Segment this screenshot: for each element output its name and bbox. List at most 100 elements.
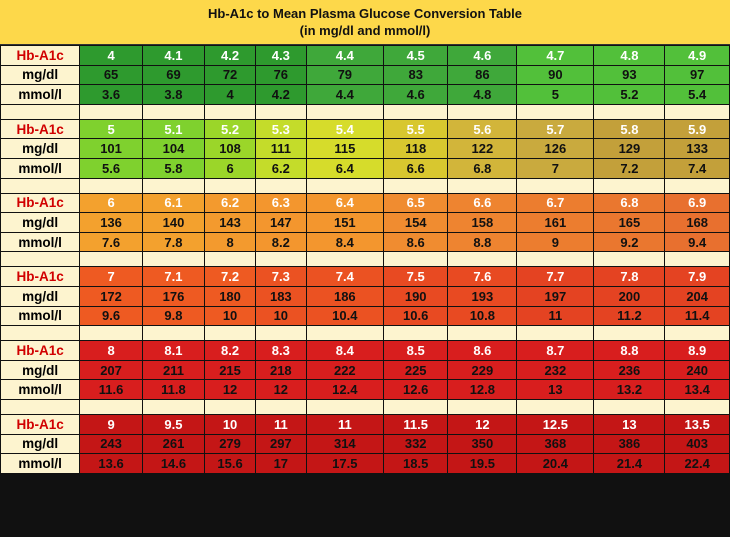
block-separator	[1, 399, 729, 414]
separator-cell	[594, 104, 665, 119]
row-label: mg/dl	[1, 360, 80, 380]
value-cell: 229	[448, 360, 517, 380]
value-cell: 8.7	[517, 341, 594, 360]
value-cell: 7.2	[205, 267, 255, 286]
mmol-row: mmol/l 11.6 11.8 12 12 12.4 12.6 12.8 13 13.2 13.4	[1, 380, 729, 399]
value-cell: 6.5	[383, 193, 448, 213]
value-cell: 111	[255, 139, 306, 158]
value-cell: 17	[255, 454, 306, 473]
separator-cell	[1, 178, 80, 193]
value-cell: 6.9	[665, 193, 729, 213]
value-cell: 7	[80, 267, 142, 286]
separator-cell	[383, 326, 448, 341]
mmol-row: mmol/l 3.6 3.8 4 4.2 4.4 4.6 4.8 5 5.2 5.4	[1, 85, 729, 104]
value-cell: 86	[448, 65, 517, 85]
value-cell: 13.2	[594, 380, 665, 399]
mg-dl-row: mg/dl 136 140 143 147 151 154 158 161 165 168	[1, 213, 729, 232]
value-cell: 5.4	[306, 119, 383, 139]
row-label: mmol/l	[1, 306, 80, 326]
value-cell: 180	[205, 286, 255, 306]
value-cell: 8.1	[142, 341, 205, 360]
value-cell: 200	[594, 286, 665, 306]
value-cell: 79	[306, 65, 383, 85]
value-cell: 222	[306, 360, 383, 380]
title-line-1: Hb-A1c to Mean Plasma Glucose Conversion…	[207, 6, 522, 21]
value-cell: 158	[448, 213, 517, 232]
value-cell: 4.7	[517, 46, 594, 65]
hba1c-row: Hb-A1c 5 5.1 5.2 5.3 5.4 5.5 5.6 5.7 5.8 5.9	[1, 119, 729, 139]
value-cell: 9.4	[665, 232, 729, 252]
value-cell: 9.5	[142, 414, 205, 434]
value-cell: 368	[517, 434, 594, 454]
value-cell: 225	[383, 360, 448, 380]
hba1c-row: Hb-A1c 9 9.5 10 11 11 11.5 12 12.5 13 13.5	[1, 414, 729, 434]
title-line-2: (in mg/dl and mmol/l)	[299, 23, 431, 38]
value-cell: 5.8	[142, 158, 205, 178]
separator-cell	[383, 104, 448, 119]
value-cell: 8.5	[383, 341, 448, 360]
value-cell: 9.6	[80, 306, 142, 326]
value-cell: 8.8	[594, 341, 665, 360]
separator-cell	[665, 399, 729, 414]
value-cell: 5.6	[80, 158, 142, 178]
row-label: mmol/l	[1, 158, 80, 178]
value-cell: 403	[665, 434, 729, 454]
value-cell: 5.9	[665, 119, 729, 139]
value-cell: 20.4	[517, 454, 594, 473]
value-cell: 5	[80, 119, 142, 139]
value-cell: 5.3	[255, 119, 306, 139]
value-cell: 12.8	[448, 380, 517, 399]
separator-cell	[306, 252, 383, 267]
value-cell: 197	[517, 286, 594, 306]
conversion-grid: Hb-A1c 4 4.1 4.2 4.3 4.4 4.5 4.6 4.7 4.8 4.9 mg/dl 6…	[0, 45, 730, 474]
value-cell: 12.5	[517, 414, 594, 434]
value-cell: 12.6	[383, 380, 448, 399]
value-cell: 183	[255, 286, 306, 306]
value-cell: 8.8	[448, 232, 517, 252]
value-cell: 129	[594, 139, 665, 158]
value-cell: 133	[665, 139, 729, 158]
mg-dl-row: mg/dl 172 176 180 183 186 190 193 197 200 204	[1, 286, 729, 306]
separator-cell	[80, 399, 142, 414]
separator-cell	[255, 326, 306, 341]
value-cell: 161	[517, 213, 594, 232]
value-cell: 4.8	[448, 85, 517, 104]
separator-cell	[142, 252, 205, 267]
separator-cell	[665, 104, 729, 119]
value-cell: 12	[205, 380, 255, 399]
hba1c-row: Hb-A1c 4 4.1 4.2 4.3 4.4 4.5 4.6 4.7 4.8 4.9	[1, 46, 729, 65]
value-cell: 6.6	[448, 193, 517, 213]
separator-cell	[1, 326, 80, 341]
value-cell: 10.8	[448, 306, 517, 326]
value-cell: 7.8	[594, 267, 665, 286]
value-cell: 5.7	[517, 119, 594, 139]
value-cell: 83	[383, 65, 448, 85]
value-cell: 332	[383, 434, 448, 454]
value-cell: 232	[517, 360, 594, 380]
separator-cell	[594, 178, 665, 193]
value-cell: 4	[80, 46, 142, 65]
value-cell: 21.4	[594, 454, 665, 473]
value-cell: 6.4	[306, 158, 383, 178]
row-label: mg/dl	[1, 434, 80, 454]
value-cell: 8.2	[205, 341, 255, 360]
value-cell: 4.9	[665, 46, 729, 65]
separator-cell	[517, 252, 594, 267]
value-cell: 65	[80, 65, 142, 85]
mmol-row: mmol/l 13.6 14.6 15.6 17 17.5 18.5 19.5 20.4 21.4…	[1, 454, 729, 473]
row-label: Hb-A1c	[1, 193, 80, 213]
value-cell: 6.4	[306, 193, 383, 213]
row-label: Hb-A1c	[1, 267, 80, 286]
value-cell: 14.6	[142, 454, 205, 473]
separator-cell	[1, 104, 80, 119]
separator-cell	[517, 326, 594, 341]
value-cell: 7.6	[448, 267, 517, 286]
separator-cell	[383, 399, 448, 414]
value-cell: 10.4	[306, 306, 383, 326]
value-cell: 15.6	[205, 454, 255, 473]
separator-cell	[306, 326, 383, 341]
row-label: mmol/l	[1, 232, 80, 252]
value-cell: 11	[517, 306, 594, 326]
separator-cell	[517, 178, 594, 193]
hba1c-row: Hb-A1c 8 8.1 8.2 8.3 8.4 8.5 8.6 8.7 8.8 8.9	[1, 341, 729, 360]
